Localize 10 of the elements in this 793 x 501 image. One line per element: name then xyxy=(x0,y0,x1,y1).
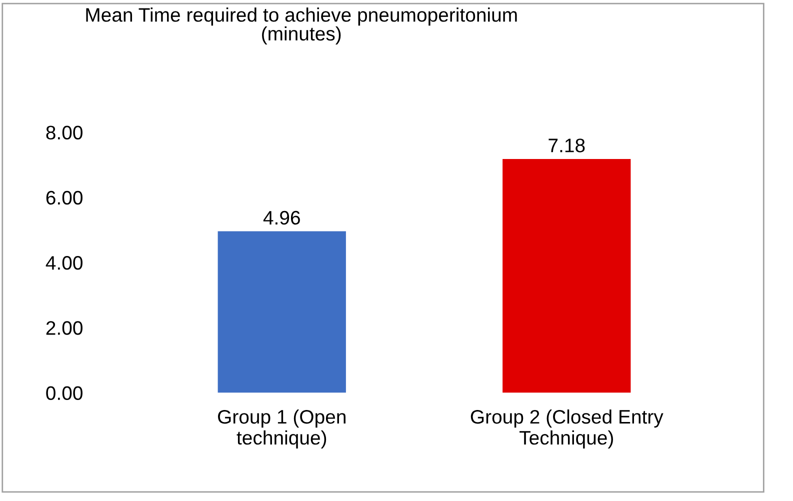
data-label: 4.96 xyxy=(263,210,300,225)
x-tick-label: Group 1 (Open technique) xyxy=(218,409,346,449)
y-tick-label: 4.00 xyxy=(46,256,82,270)
y-tick-label: 0.00 xyxy=(46,386,82,400)
y-tick-label: 6.00 xyxy=(46,190,82,205)
chart-title: Mean Time required to achieve pneumoperitonium (minutes) xyxy=(86,8,517,44)
y-tick-label: 2.00 xyxy=(46,321,82,335)
y-tick-label: 8.00 xyxy=(46,126,82,140)
x-tick-label: Group 2 (Closed Entry Technique) xyxy=(470,409,664,449)
data-label: 7.18 xyxy=(548,138,585,152)
